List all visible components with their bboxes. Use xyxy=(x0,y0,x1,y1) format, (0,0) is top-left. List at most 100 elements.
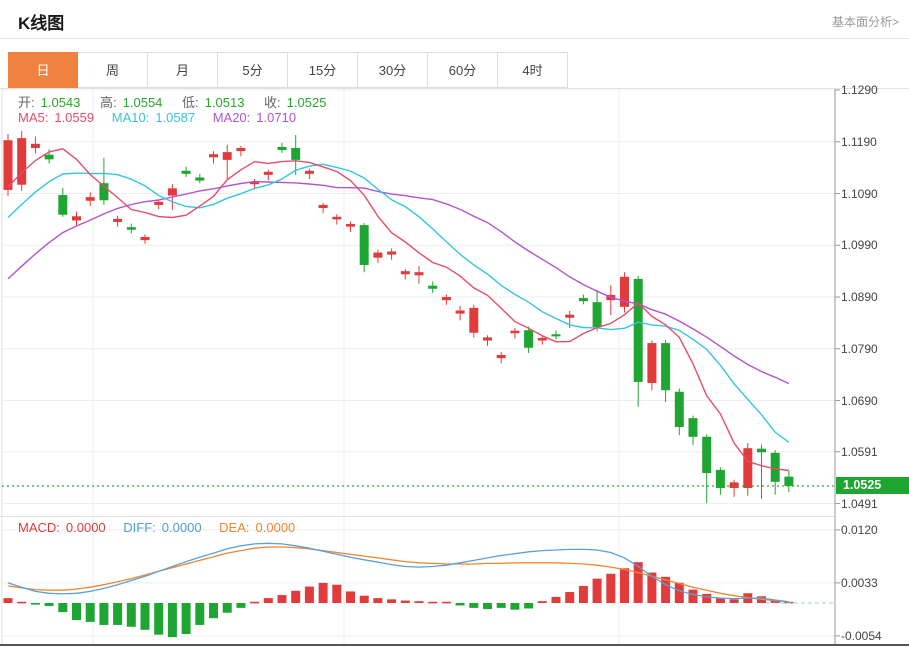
candle[interactable] xyxy=(359,225,369,265)
candle[interactable] xyxy=(387,251,397,255)
candle[interactable] xyxy=(551,334,561,337)
macd-bar[interactable] xyxy=(729,599,739,603)
fundamental-analysis-link[interactable]: 基本面分析> xyxy=(831,15,899,29)
candle[interactable] xyxy=(195,177,205,181)
tab-interval-月[interactable]: 月 xyxy=(148,52,218,88)
macd-bar[interactable] xyxy=(483,603,492,610)
macd-bar[interactable] xyxy=(304,586,314,603)
candle[interactable] xyxy=(332,216,342,220)
candle[interactable] xyxy=(428,285,438,289)
candle[interactable] xyxy=(620,276,629,307)
macd-bar[interactable] xyxy=(44,603,54,607)
candle[interactable] xyxy=(770,452,780,482)
candle[interactable] xyxy=(291,147,301,160)
macd-bar[interactable] xyxy=(167,603,177,638)
macd-bar[interactable] xyxy=(620,568,629,603)
macd-bar[interactable] xyxy=(592,578,602,603)
macd-bar[interactable] xyxy=(140,603,150,630)
macd-bar[interactable] xyxy=(3,598,13,603)
macd-bar[interactable] xyxy=(30,603,40,605)
tab-interval-周[interactable]: 周 xyxy=(78,52,148,88)
candle[interactable] xyxy=(496,355,506,359)
macd-bar[interactable] xyxy=(414,601,424,603)
tab-interval-30分[interactable]: 30分 xyxy=(358,52,428,88)
candle[interactable] xyxy=(154,201,164,205)
candle[interactable] xyxy=(469,307,479,333)
macd-bar[interactable] xyxy=(346,591,355,603)
candle[interactable] xyxy=(263,171,273,175)
candle[interactable] xyxy=(592,302,602,328)
candle[interactable] xyxy=(729,482,739,489)
candle[interactable] xyxy=(441,297,451,301)
macd-bar[interactable] xyxy=(661,576,671,603)
candle[interactable] xyxy=(58,195,68,215)
macd-bar[interactable] xyxy=(318,582,328,603)
macd-bar[interactable] xyxy=(250,601,260,604)
macd-bar[interactable] xyxy=(702,593,712,603)
macd-bar[interactable] xyxy=(633,562,643,603)
candle[interactable] xyxy=(524,330,534,348)
macd-bar[interactable] xyxy=(647,572,657,603)
candle[interactable] xyxy=(140,236,150,241)
macd-bar[interactable] xyxy=(551,596,561,603)
candle[interactable] xyxy=(674,391,684,427)
candle[interactable] xyxy=(304,170,314,174)
candle[interactable] xyxy=(113,218,123,222)
candle[interactable] xyxy=(72,216,81,221)
macd-bar[interactable] xyxy=(715,598,725,603)
candle[interactable] xyxy=(537,337,547,341)
macd-bar[interactable] xyxy=(291,590,301,603)
candle[interactable] xyxy=(222,152,232,160)
macd-bar[interactable] xyxy=(17,601,27,604)
macd-bar[interactable] xyxy=(387,599,397,603)
candle[interactable] xyxy=(633,278,643,382)
macd-bar[interactable] xyxy=(236,603,246,608)
tab-interval-60分[interactable]: 60分 xyxy=(428,52,498,88)
candle[interactable] xyxy=(318,204,328,209)
macd-bar[interactable] xyxy=(113,603,123,625)
macd-bar[interactable] xyxy=(359,595,369,603)
tab-interval-5分[interactable]: 5分 xyxy=(218,52,288,88)
candle[interactable] xyxy=(373,252,383,258)
macd-bar[interactable] xyxy=(428,601,438,604)
candle[interactable] xyxy=(250,182,260,185)
candle[interactable] xyxy=(30,143,40,148)
macd-bar[interactable] xyxy=(455,603,465,606)
candle[interactable] xyxy=(414,272,424,276)
candle[interactable] xyxy=(126,227,136,230)
candle[interactable] xyxy=(400,271,410,275)
tab-interval-4时[interactable]: 4时 xyxy=(498,52,568,88)
macd-bar[interactable] xyxy=(770,599,780,603)
candle[interactable] xyxy=(565,314,575,318)
macd-bar[interactable] xyxy=(222,603,232,613)
candle[interactable] xyxy=(743,448,753,489)
candle[interactable] xyxy=(346,224,355,227)
macd-bar[interactable] xyxy=(72,603,81,621)
macd-bar[interactable] xyxy=(565,592,575,603)
candle[interactable] xyxy=(85,197,95,201)
candle[interactable] xyxy=(99,183,109,201)
candle[interactable] xyxy=(277,146,287,151)
macd-bar[interactable] xyxy=(537,601,547,603)
macd-bar[interactable] xyxy=(688,589,698,603)
candle[interactable] xyxy=(702,436,712,474)
candle[interactable] xyxy=(647,343,657,383)
candle[interactable] xyxy=(3,140,13,190)
macd-bar[interactable] xyxy=(85,603,95,622)
candle[interactable] xyxy=(44,154,54,160)
macd-bar[interactable] xyxy=(332,584,342,603)
candle[interactable] xyxy=(784,476,794,486)
candle[interactable] xyxy=(455,310,465,314)
macd-bar[interactable] xyxy=(99,603,109,625)
macd-bar[interactable] xyxy=(469,603,479,608)
macd-bar[interactable] xyxy=(181,603,191,635)
candle[interactable] xyxy=(688,418,698,437)
candle[interactable] xyxy=(715,469,725,489)
macd-bar[interactable] xyxy=(524,603,534,609)
macd-bar[interactable] xyxy=(195,603,205,625)
macd-bar[interactable] xyxy=(277,595,287,603)
candle[interactable] xyxy=(757,448,766,453)
macd-bar[interactable] xyxy=(441,601,451,604)
candle[interactable] xyxy=(510,330,520,334)
